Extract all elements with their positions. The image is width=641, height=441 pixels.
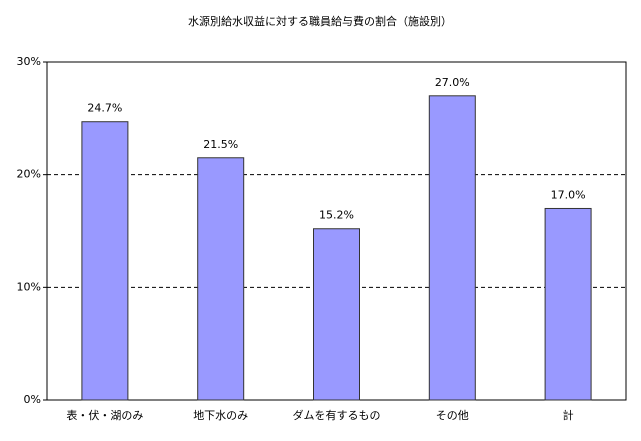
y-tick-label: 0%: [24, 393, 41, 406]
value-label: 21.5%: [203, 138, 238, 151]
bar: [544, 207, 592, 401]
y-tick-label: 20%: [17, 168, 41, 181]
x-tick-label: 表・伏・湖のみ: [66, 408, 143, 422]
x-tick-label: 計: [563, 408, 574, 422]
value-label: 15.2%: [319, 209, 354, 222]
x-tick-label: ダムを有するもの: [293, 408, 381, 422]
y-tick-label: 10%: [17, 280, 41, 293]
value-label: 24.7%: [87, 102, 122, 115]
bar: [313, 228, 360, 401]
x-tick-label: その他: [436, 409, 469, 422]
x-tick-label: 地下水のみ: [193, 409, 248, 422]
bar: [197, 157, 245, 401]
chart-title: 水源別給水収益に対する職員給与費の割合（施設別）: [188, 14, 452, 28]
value-label: 27.0%: [435, 76, 470, 89]
bar: [428, 95, 476, 401]
value-label: 17.0%: [551, 188, 586, 201]
y-tick-label: 30%: [17, 55, 41, 68]
bar: [81, 121, 129, 401]
